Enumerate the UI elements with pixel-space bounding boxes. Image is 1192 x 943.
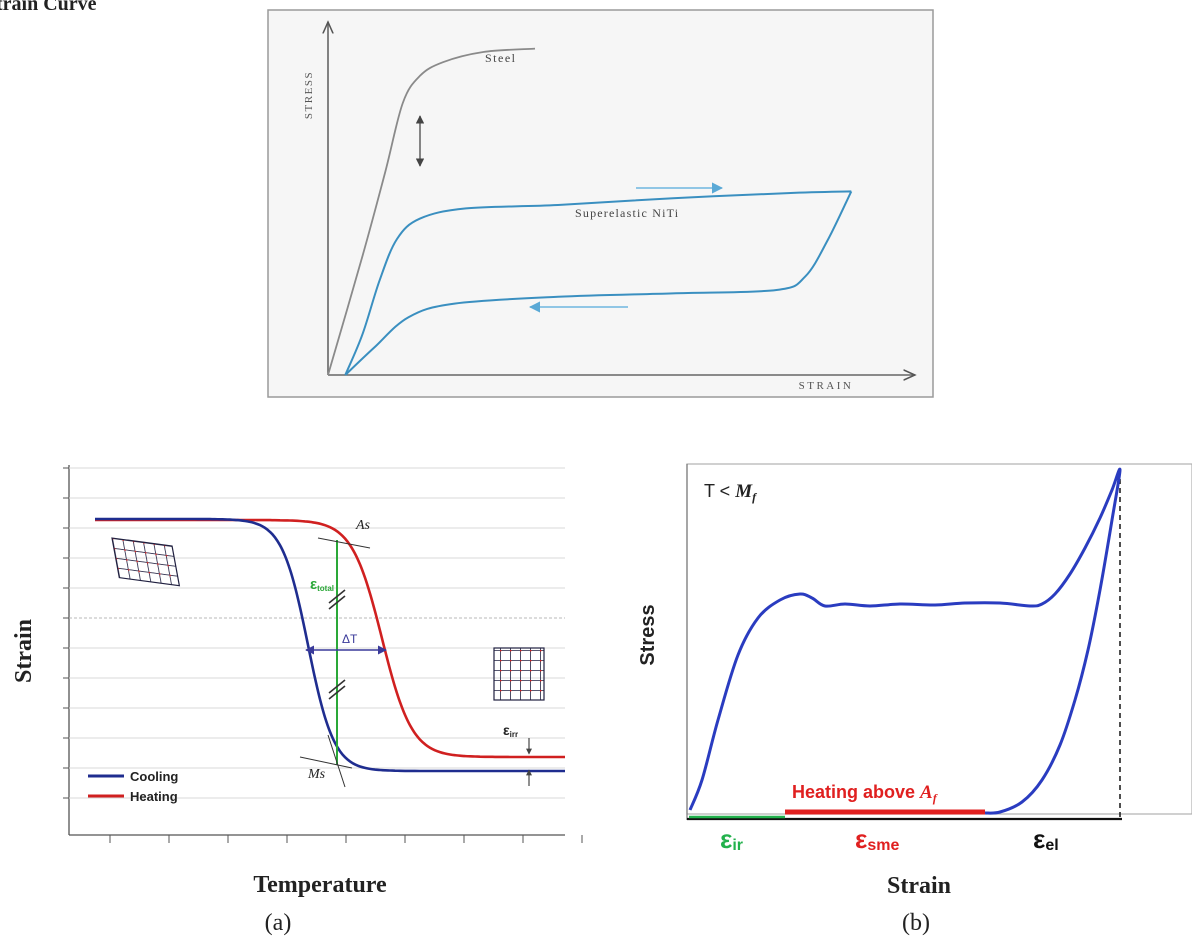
chart-b-heating-label: Heating above Af — [792, 782, 938, 805]
chart-b-label-eps-el: εel — [1033, 824, 1059, 854]
chart-b-eps-el-symbol: ε — [1033, 824, 1045, 854]
chart-b-eps-ir-sub: ir — [732, 837, 743, 854]
chart-a-y-label: Strain — [11, 619, 37, 683]
chart-b-label-eps-sme: εsme — [855, 824, 899, 854]
chart-a-break-mark-2 — [328, 595, 346, 610]
chart-b-label-eps-ir: εir — [720, 824, 743, 854]
chart-b-condition-sub: f — [752, 490, 757, 504]
chart-b-heating-sub: f — [933, 791, 938, 805]
chart-a-label-eps-irr: εirr — [503, 722, 518, 739]
chart-b: T < Mf Heating above Af εir εsme εel Str… — [637, 463, 1192, 936]
chart-a-ms-steep-tangent — [327, 734, 346, 788]
chart-a-ms-tangent — [299, 756, 353, 769]
chart-a-label-ms: Ms — [307, 767, 326, 782]
chart-a-legend: Cooling Heating — [88, 769, 178, 804]
chart-a-break-mark-1 — [328, 589, 346, 604]
chart-a-lattice-austenite — [493, 647, 545, 701]
top-chart: STRESS STRAIN Steel Superelastic NiTi — [267, 9, 934, 398]
chart-a-eps-total-sub: total — [317, 584, 334, 593]
chart-a-label-as: As — [355, 518, 371, 533]
top-chart-label-niti: Superelastic NiTi — [575, 206, 679, 220]
top-chart-y-label: STRESS — [303, 71, 315, 119]
chart-a-series-line-cooling — [95, 517, 565, 773]
chart-b-heating-sym: A — [919, 782, 933, 803]
chart-b-series-line — [688, 467, 1122, 815]
chart-a-eps-total-symbol: ε — [310, 576, 317, 593]
chart-a-label-delta-t: ΔT — [342, 632, 358, 646]
chart-b-x-label: Strain — [887, 873, 951, 899]
chart-a: As Ms ΔT εtotal εirr Cooling Heating Str… — [11, 465, 583, 936]
chart-b-y-label: Stress — [637, 604, 659, 665]
chart-a-eps-irr-sub: irr — [510, 730, 518, 739]
chart-a-x-label: Temperature — [253, 872, 387, 898]
top-chart-x-label: STRAIN — [799, 380, 854, 392]
chart-b-eps-ir-symbol: ε — [720, 824, 732, 854]
top-chart-label-steel: Steel — [485, 51, 517, 65]
chart-a-legend-label-heating: Heating — [130, 789, 178, 804]
chart-a-break-mark-4 — [328, 685, 346, 700]
top-chart-series-line-steel — [327, 47, 536, 376]
chart-b-condition-text: T < — [704, 481, 735, 501]
chart-a-label-eps-total: εtotal — [310, 576, 334, 593]
chart-a-break-mark-3 — [328, 679, 346, 694]
chart-a-eps-irr-symbol: ε — [503, 722, 510, 738]
chart-b-eps-el-sub: el — [1045, 837, 1058, 854]
chart-b-eps-sme-sub: sme — [867, 837, 899, 854]
chart-a-gridlines — [69, 467, 565, 799]
page-heading: train Curve — [0, 0, 97, 15]
chart-a-as-tangent — [317, 537, 371, 549]
chart-a-lattice-martensite — [111, 537, 181, 587]
chart-b-condition: T < Mf — [704, 481, 757, 504]
chart-b-heating-text: Heating above — [792, 782, 920, 802]
chart-a-panel-label: (a) — [265, 910, 292, 936]
chart-b-frame — [686, 463, 1192, 815]
chart-a-legend-label-cooling: Cooling — [130, 769, 178, 784]
chart-a-ticks — [63, 467, 583, 843]
chart-b-condition-sym: M — [734, 481, 753, 502]
chart-b-eps-sme-symbol: ε — [855, 824, 867, 854]
top-chart-frame — [267, 9, 934, 398]
chart-b-panel-label: (b) — [902, 910, 930, 936]
top-chart-series-line-niti — [344, 190, 853, 376]
